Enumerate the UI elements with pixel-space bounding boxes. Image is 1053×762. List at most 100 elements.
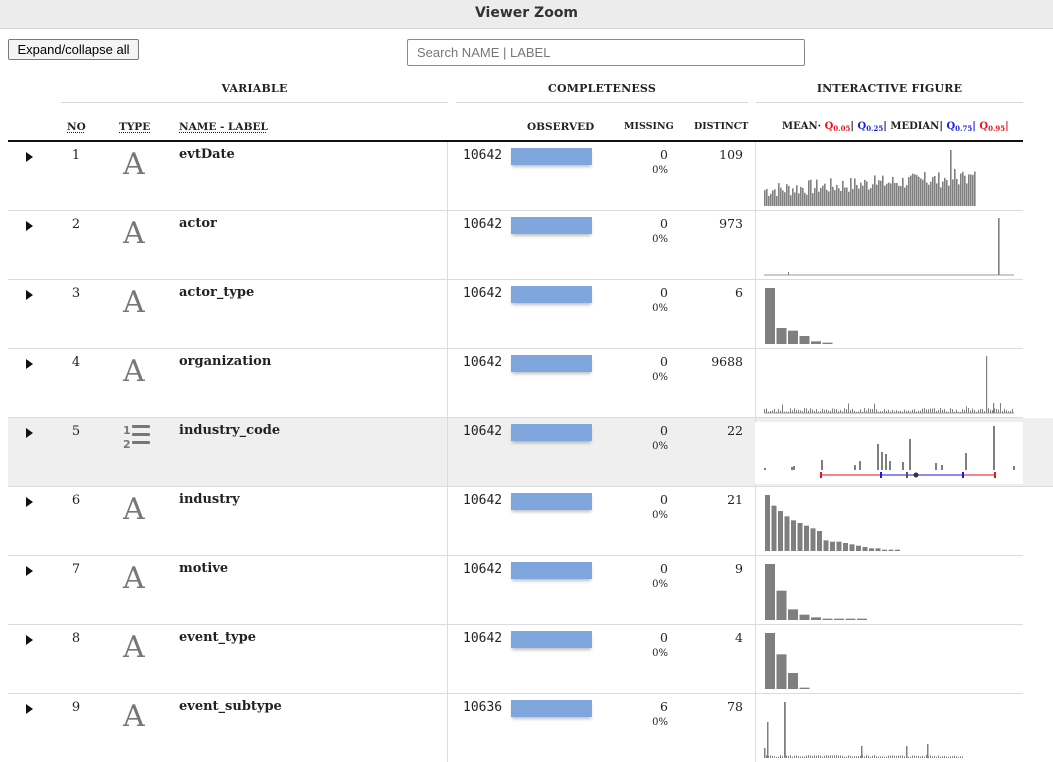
histogram-bar[interactable]: [786, 755, 787, 758]
histogram-bar[interactable]: [764, 409, 765, 413]
histogram-bar[interactable]: [906, 746, 908, 758]
interactive-figure[interactable]: [755, 698, 1023, 760]
histogram-bar[interactable]: [964, 175, 966, 206]
histogram-bar[interactable]: [932, 176, 934, 206]
histogram-bar[interactable]: [788, 330, 798, 344]
histogram-bar[interactable]: [770, 410, 771, 413]
histogram-bar[interactable]: [922, 755, 923, 758]
interactive-figure[interactable]: [755, 422, 1023, 484]
histogram-bar[interactable]: [1013, 466, 1015, 470]
histogram-bar[interactable]: [895, 549, 900, 551]
histogram-bar[interactable]: [924, 756, 925, 758]
histogram-bar[interactable]: [866, 181, 868, 206]
expand-row-icon[interactable]: [26, 635, 33, 645]
histogram-bar[interactable]: [842, 756, 843, 758]
histogram-bar[interactable]: [854, 178, 856, 206]
histogram-bar[interactable]: [912, 173, 914, 206]
histogram-bar[interactable]: [974, 171, 976, 206]
histogram-bar[interactable]: [838, 188, 840, 206]
histogram-bar[interactable]: [922, 179, 924, 206]
histogram-bar[interactable]: [966, 406, 967, 413]
histogram-bar[interactable]: [918, 410, 919, 413]
histogram-bar[interactable]: [792, 756, 793, 758]
histogram-bar[interactable]: [772, 410, 773, 413]
histogram-bar[interactable]: [854, 465, 856, 470]
histogram-bar[interactable]: [986, 356, 988, 413]
histogram-bar[interactable]: [902, 462, 904, 470]
histogram-bar[interactable]: [909, 439, 911, 470]
histogram-bar[interactable]: [908, 177, 910, 206]
histogram-bar[interactable]: [944, 177, 946, 206]
histogram-bar[interactable]: [940, 756, 941, 758]
expand-row-icon[interactable]: [26, 359, 33, 369]
histogram-bar[interactable]: [858, 411, 859, 413]
histogram-bar[interactable]: [832, 755, 833, 758]
histogram-bar[interactable]: [802, 187, 804, 206]
histogram-bar[interactable]: [806, 755, 807, 758]
histogram-bar[interactable]: [820, 187, 822, 206]
histogram-bar[interactable]: [830, 541, 835, 551]
histogram-bar[interactable]: [1000, 403, 1001, 413]
histogram-bar[interactable]: [934, 755, 935, 758]
histogram-bar[interactable]: [1002, 411, 1003, 413]
histogram-bar[interactable]: [810, 755, 811, 758]
histogram-bar[interactable]: [796, 755, 797, 758]
histogram-bar[interactable]: [880, 180, 882, 206]
histogram-bar[interactable]: [804, 525, 809, 551]
histogram-bar[interactable]: [804, 408, 805, 413]
histogram-bar[interactable]: [824, 409, 825, 413]
histogram-bar[interactable]: [888, 182, 890, 206]
expand-row-icon[interactable]: [26, 290, 33, 300]
histogram-bar[interactable]: [767, 722, 769, 758]
histogram-bar[interactable]: [926, 182, 928, 206]
histogram-bar[interactable]: [846, 409, 847, 413]
histogram-bar[interactable]: [808, 755, 809, 758]
histogram-bar[interactable]: [850, 755, 851, 758]
histogram-bar[interactable]: [875, 548, 881, 551]
histogram-bar[interactable]: [856, 545, 861, 551]
histogram-bar[interactable]: [954, 755, 955, 758]
histogram-bar[interactable]: [784, 702, 786, 758]
histogram-bar[interactable]: [861, 746, 863, 758]
histogram-bar[interactable]: [994, 408, 995, 413]
histogram-bar[interactable]: [776, 328, 787, 344]
histogram-bar[interactable]: [812, 409, 813, 413]
histogram-bar[interactable]: [765, 288, 775, 344]
histogram-bar[interactable]: [782, 404, 783, 413]
histogram-bar[interactable]: [778, 511, 783, 551]
histogram-bar[interactable]: [818, 411, 819, 413]
histogram-bar[interactable]: [885, 454, 887, 470]
histogram-bar[interactable]: [974, 409, 975, 413]
histogram-bar[interactable]: [826, 755, 827, 758]
histogram-bar[interactable]: [784, 192, 786, 206]
histogram-bar[interactable]: [866, 410, 867, 413]
histogram-bar[interactable]: [860, 409, 861, 413]
histogram-bar[interactable]: [898, 411, 899, 413]
histogram-chart[interactable]: [755, 698, 1023, 760]
histogram-bar[interactable]: [884, 185, 886, 206]
histogram-bar[interactable]: [890, 411, 891, 413]
histogram-bar[interactable]: [920, 410, 921, 413]
histogram-bar[interactable]: [886, 756, 887, 758]
histogram-bar[interactable]: [818, 755, 819, 758]
histogram-bar[interactable]: [810, 179, 812, 206]
histogram-bar[interactable]: [956, 409, 957, 413]
column-header-type[interactable]: TYPE: [119, 121, 151, 133]
histogram-bar[interactable]: [810, 528, 816, 551]
histogram-bar[interactable]: [848, 755, 849, 758]
histogram-bar[interactable]: [821, 460, 823, 470]
histogram-bar[interactable]: [826, 409, 827, 413]
histogram-bar[interactable]: [792, 410, 793, 413]
histogram-bar[interactable]: [889, 461, 891, 470]
histogram-bar[interactable]: [770, 755, 771, 758]
histogram-bar[interactable]: [904, 756, 905, 758]
histogram-bar[interactable]: [882, 549, 887, 551]
histogram-bar[interactable]: [880, 756, 881, 758]
histogram-bar[interactable]: [859, 461, 861, 470]
histogram-bar[interactable]: [898, 755, 899, 758]
histogram-bar[interactable]: [920, 178, 922, 206]
histogram-bar[interactable]: [846, 187, 848, 206]
histogram-bar[interactable]: [834, 190, 836, 206]
